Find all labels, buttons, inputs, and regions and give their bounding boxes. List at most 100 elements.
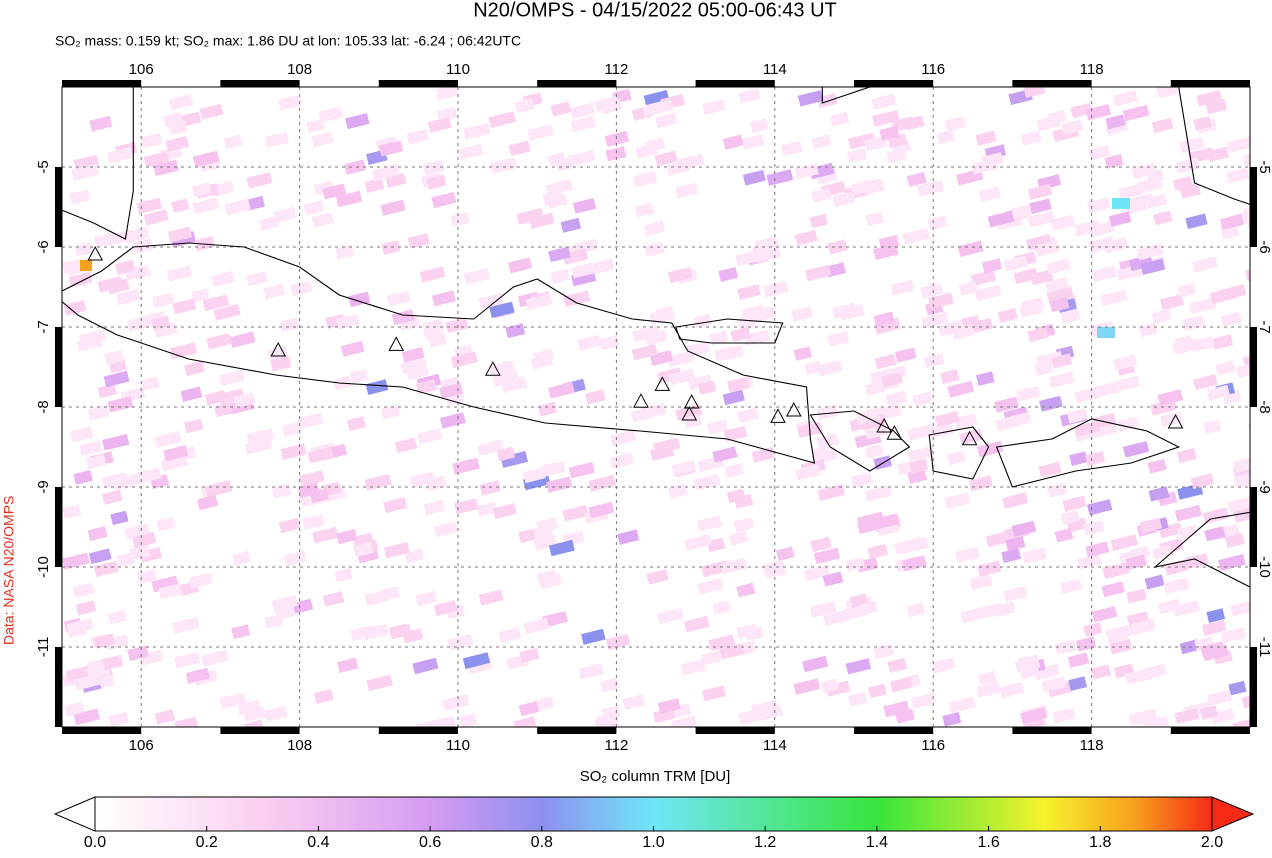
so2-pixel bbox=[578, 663, 604, 680]
y-tick-label: -6 bbox=[35, 240, 52, 253]
so2-pixel bbox=[103, 370, 130, 388]
so2-pixel bbox=[388, 623, 409, 639]
frame-bar bbox=[695, 727, 775, 734]
so2-pixel bbox=[857, 511, 885, 529]
so2-pixel bbox=[887, 657, 908, 673]
so2-pixel bbox=[864, 381, 885, 396]
so2-pixel bbox=[696, 515, 722, 532]
so2-pixel bbox=[737, 315, 756, 331]
so2-pixel bbox=[1104, 154, 1124, 169]
so2-pixel bbox=[1112, 198, 1130, 209]
so2-pixel bbox=[423, 499, 446, 516]
x-tick-label: 106 bbox=[129, 61, 154, 78]
x-tick-label: 118 bbox=[1080, 61, 1104, 78]
frame-bar bbox=[854, 80, 934, 87]
so2-pixel bbox=[907, 424, 934, 441]
so2-pixel bbox=[1160, 294, 1184, 311]
so2-pixel bbox=[131, 532, 157, 549]
so2-pixel bbox=[889, 676, 913, 693]
so2-pixel bbox=[151, 575, 179, 593]
frame-bar bbox=[1012, 80, 1092, 87]
so2-pixel bbox=[1227, 496, 1250, 513]
so2-pixel bbox=[756, 704, 784, 722]
so2-pixel bbox=[523, 617, 550, 635]
so2-pixel bbox=[1192, 336, 1215, 352]
so2-pixel bbox=[709, 330, 729, 346]
so2-pixel bbox=[693, 313, 713, 329]
so2-pixel bbox=[1004, 411, 1032, 429]
so2-pixel bbox=[406, 128, 429, 145]
x-tick-label: 108 bbox=[287, 737, 312, 754]
so2-pixel bbox=[335, 190, 363, 208]
colorbar-label: SO₂ column TRM [DU] bbox=[580, 768, 731, 785]
so2-pixel bbox=[124, 523, 151, 540]
so2-pixel bbox=[643, 90, 670, 107]
so2-pixel bbox=[192, 150, 220, 168]
so2-pixel bbox=[794, 230, 818, 246]
so2-pixel bbox=[113, 474, 139, 491]
volcano bbox=[770, 408, 786, 423]
so2-pixel bbox=[1112, 90, 1139, 107]
so2-pixel bbox=[871, 93, 897, 110]
so2-pixel bbox=[562, 248, 589, 265]
so2-pixel bbox=[1242, 150, 1250, 167]
so2-pixel bbox=[192, 197, 220, 215]
title: N20/OMPS - 04/15/2022 05:00-06:43 UT bbox=[473, 0, 837, 21]
so2-pixel bbox=[307, 446, 334, 464]
so2-pixel bbox=[412, 657, 439, 675]
so2-pixel bbox=[1226, 167, 1250, 184]
so2-pixel bbox=[1174, 707, 1200, 725]
so2-pixel bbox=[649, 444, 675, 461]
so2-pixel bbox=[736, 582, 756, 598]
so2-pixel bbox=[129, 544, 151, 560]
so2-pixel bbox=[1097, 327, 1115, 338]
frame-bar bbox=[537, 80, 617, 87]
so2-pixel bbox=[969, 574, 993, 591]
so2-pixel bbox=[364, 589, 391, 606]
so2-pixel bbox=[1152, 544, 1173, 560]
so2-pixel bbox=[820, 678, 840, 694]
so2-pixel bbox=[1054, 527, 1074, 543]
so2-pixel bbox=[1182, 315, 1206, 331]
so2-pixel bbox=[944, 115, 967, 132]
so2-pixel bbox=[492, 503, 517, 520]
so2-pixel bbox=[364, 473, 392, 491]
so2-pixel bbox=[223, 134, 243, 150]
so2-pixel bbox=[701, 650, 722, 666]
so2-pixel bbox=[570, 115, 597, 133]
so2-pixels bbox=[62, 87, 1250, 727]
so2-pixel bbox=[585, 389, 606, 405]
so2-pixel bbox=[822, 571, 844, 587]
so2-pixel bbox=[642, 101, 663, 117]
so2-pixel bbox=[712, 446, 738, 463]
frame-bar bbox=[695, 80, 775, 87]
so2-pixel bbox=[311, 212, 334, 228]
so2-pixel bbox=[981, 258, 1003, 274]
so2-pixel bbox=[450, 351, 478, 369]
so2-pixel bbox=[562, 504, 589, 522]
x-tick-label: 110 bbox=[446, 61, 470, 78]
so2-pixel bbox=[880, 403, 903, 420]
so2-pixel bbox=[498, 627, 522, 643]
so2-pixel bbox=[632, 171, 658, 188]
so2-pixel bbox=[810, 446, 829, 461]
so2-pixel bbox=[1028, 198, 1052, 215]
so2-pixel bbox=[270, 356, 292, 372]
so2-pixel bbox=[246, 428, 275, 446]
so2-pixel bbox=[1190, 473, 1215, 490]
so2-pixel bbox=[73, 708, 101, 726]
so2-pixel bbox=[563, 290, 591, 308]
so2-pixel bbox=[643, 220, 666, 237]
so2-pixel bbox=[934, 410, 960, 428]
so2-pixel bbox=[730, 326, 752, 343]
so2-pixel bbox=[1014, 656, 1041, 673]
y-tick-label: -11 bbox=[35, 637, 52, 658]
so2-pixel bbox=[542, 460, 566, 477]
so2-pixel bbox=[916, 179, 945, 197]
so2-pixel bbox=[738, 88, 761, 104]
so2-pixel bbox=[646, 569, 669, 585]
so2-pixel bbox=[297, 482, 320, 498]
so2-pixel bbox=[87, 405, 110, 421]
so2-pixel bbox=[702, 685, 726, 702]
so2-pixel bbox=[609, 429, 637, 447]
